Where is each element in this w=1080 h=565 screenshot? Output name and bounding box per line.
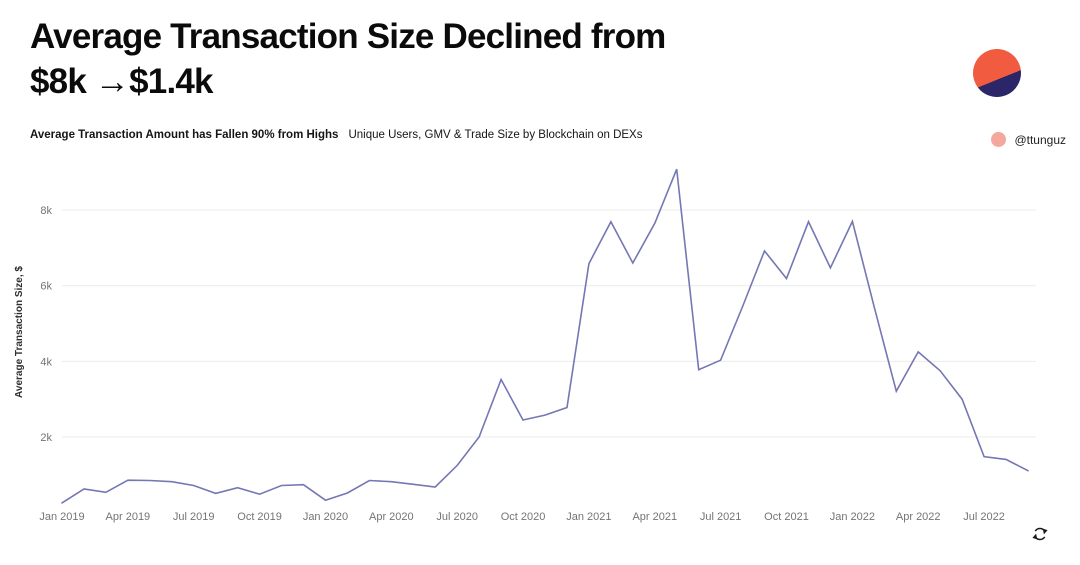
x-tick-label: Jul 2021: [700, 511, 742, 523]
x-tick-label: Apr 2022: [896, 511, 941, 523]
x-tick-label: Apr 2021: [632, 511, 677, 523]
x-tick-label: Apr 2020: [369, 511, 414, 523]
page-title: Average Transaction Size Declined from $…: [30, 14, 860, 104]
x-tick-label: Jul 2022: [963, 511, 1005, 523]
x-tick-label: Jul 2019: [173, 511, 215, 523]
y-tick-label: 8k: [40, 205, 52, 217]
x-tick-label: Jul 2020: [436, 511, 478, 523]
y-tick-label: 6k: [40, 281, 52, 293]
avatar-dot-icon: [991, 132, 1007, 147]
y-axis-title: Average Transaction Size, $: [14, 266, 25, 398]
author-attribution: @ttunguz: [991, 132, 1066, 147]
x-tick-label: Jan 2020: [303, 511, 348, 523]
two-tone-circle-logo-icon: [973, 49, 1021, 97]
x-tick-label: Jan 2019: [39, 511, 84, 523]
title-line-2: $8k →$1.4k: [30, 62, 214, 101]
refresh-icon: [1032, 527, 1048, 541]
x-tick-label: Oct 2020: [501, 511, 546, 523]
chart-svg: 2k 4k 6k 8k Jan 2019 Apr 2019 Jul 2019 Oct 2019…: [14, 168, 1036, 523]
y-tick-label: 2k: [40, 432, 52, 444]
x-tick-label: Apr 2019: [106, 511, 151, 523]
x-tick-label: Oct 2021: [764, 511, 809, 523]
refresh-button[interactable]: [1029, 523, 1051, 545]
chart-subtitle-secondary: Unique Users, GMV & Trade Size by Blockc…: [348, 129, 643, 141]
chart-subtitle-primary: Average Transaction Amount has Fallen 90…: [30, 129, 339, 141]
line-chart: 2k 4k 6k 8k Jan 2019 Apr 2019 Jul 2019 Oct 2019…: [0, 160, 1080, 565]
x-tick-label: Jan 2021: [566, 511, 611, 523]
trend-line: [61, 168, 1029, 504]
x-tick-label: Jan 2022: [830, 511, 875, 523]
chart-subtitle: Average Transaction Amount has Fallen 90…: [30, 129, 642, 141]
author-handle: @ttunguz: [1014, 132, 1066, 147]
title-line-1: Average Transaction Size Declined from: [30, 17, 666, 56]
x-tick-label: Oct 2019: [237, 511, 282, 523]
y-tick-label: 4k: [40, 356, 52, 368]
